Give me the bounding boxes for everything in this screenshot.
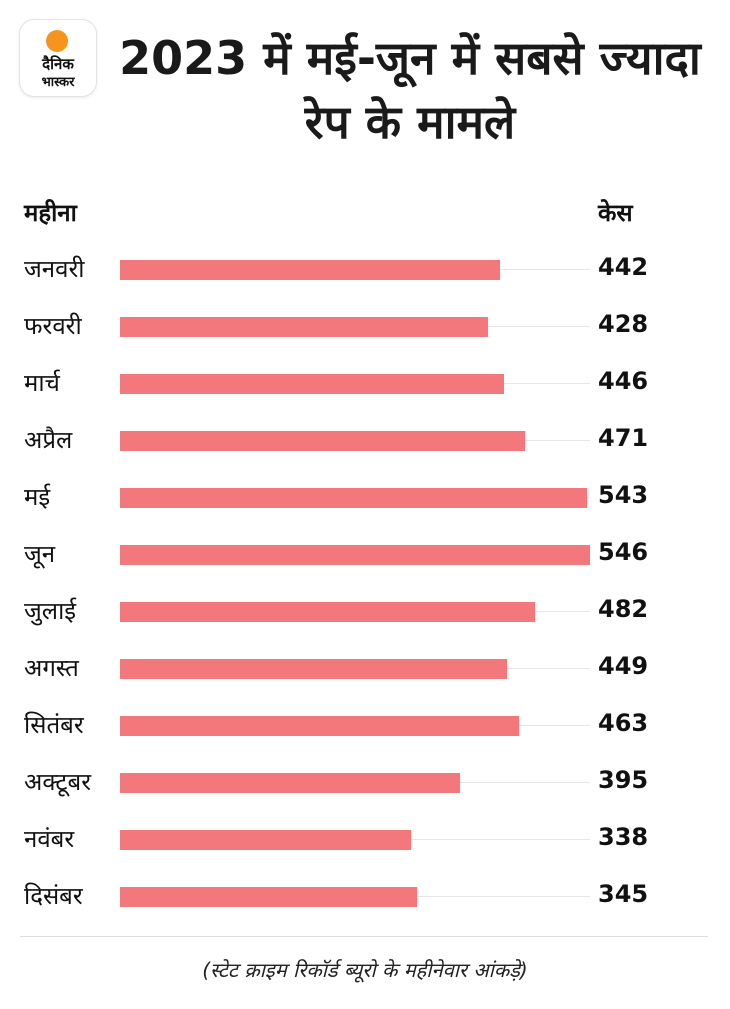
source-note: (स्टेट क्राइम रिकॉर्ड ब्यूरो के महीनेवार… <box>202 958 528 982</box>
bar <box>120 545 590 565</box>
bar <box>120 488 588 508</box>
brand-logo: दैनिक भास्कर <box>20 20 96 96</box>
month-label: फरवरी <box>24 312 82 340</box>
month-label: नवंबर <box>24 825 75 853</box>
value-label: 446 <box>598 367 649 395</box>
value-label: 482 <box>598 595 649 623</box>
value-label: 442 <box>598 253 649 281</box>
bar <box>120 773 461 793</box>
bar <box>120 659 507 679</box>
bar <box>120 887 417 907</box>
bar-row: अप्रैल 471 <box>0 413 730 470</box>
bar <box>120 602 535 622</box>
month-label: मई <box>24 483 51 511</box>
month-label: अक्टूबर <box>24 768 92 796</box>
bar-row: मई 543 <box>0 470 730 527</box>
month-label: जनवरी <box>24 255 85 283</box>
value-label: 449 <box>598 652 649 680</box>
bar <box>120 716 519 736</box>
month-label: अप्रैल <box>24 426 73 454</box>
bar-chart: जनवरी 442 फरवरी 428 मार्च 446 अप्रैल 471 मई 543 जू… <box>0 242 730 926</box>
value-label: 463 <box>598 709 649 737</box>
value-label: 428 <box>598 310 649 338</box>
month-label: जुलाई <box>24 597 77 625</box>
bar <box>120 260 501 280</box>
bar-row: फरवरी 428 <box>0 299 730 356</box>
value-label: 395 <box>598 766 649 794</box>
bar-row: अगस्त 449 <box>0 641 730 698</box>
category-header: महीना <box>24 199 77 227</box>
bar-row: जुलाई 482 <box>0 584 730 641</box>
bar-row: सितंबर 463 <box>0 698 730 755</box>
bar <box>120 431 526 451</box>
month-label: दिसंबर <box>24 882 83 910</box>
logo-line-2: भास्कर <box>41 75 75 90</box>
month-label: सितंबर <box>24 711 84 739</box>
value-label: 471 <box>598 424 649 452</box>
bar <box>120 317 489 337</box>
value-label: 345 <box>598 880 649 908</box>
month-label: मार्च <box>24 369 60 397</box>
bar-row: अक्टूबर 395 <box>0 755 730 812</box>
bar <box>120 830 411 850</box>
value-label: 543 <box>598 481 649 509</box>
value-label: 338 <box>598 823 649 851</box>
divider <box>20 936 708 937</box>
month-label: अगस्त <box>24 654 79 682</box>
bar <box>120 374 504 394</box>
value-label: 546 <box>598 538 649 566</box>
logo-line-1: दैनिक <box>42 55 74 73</box>
month-label: जून <box>24 540 56 568</box>
bar-row: दिसंबर 345 <box>0 869 730 926</box>
bar-row: मार्च 446 <box>0 356 730 413</box>
bar-row: नवंबर 338 <box>0 812 730 869</box>
bar-row: जून 546 <box>0 527 730 584</box>
sun-icon <box>46 30 68 52</box>
chart-title: 2023 में मई-जून में सबसे ज्यादा रेप के म… <box>119 31 701 149</box>
bar-row: जनवरी 442 <box>0 242 730 299</box>
value-header: केस <box>598 199 633 227</box>
